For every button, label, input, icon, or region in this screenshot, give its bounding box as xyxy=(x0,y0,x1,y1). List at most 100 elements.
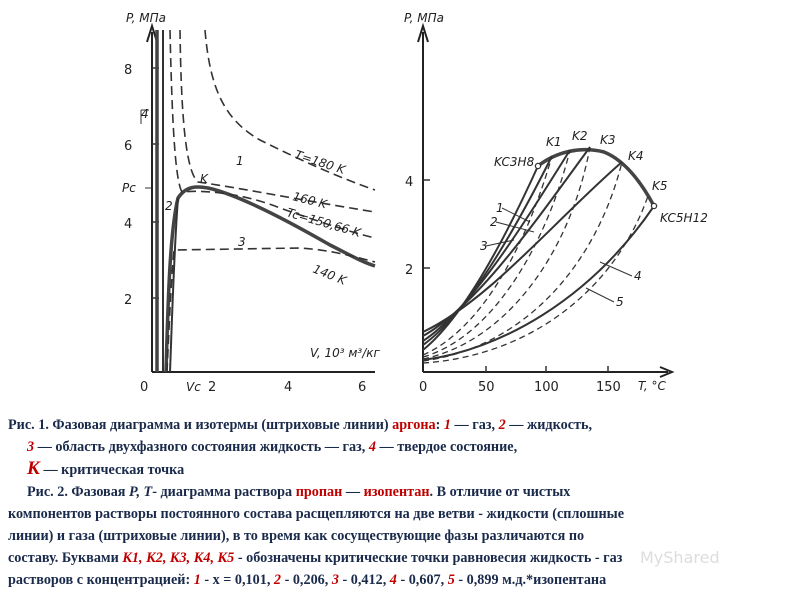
phase-diagrams: 8 6 4 2 Pc P, МПа 0 2 4 6 Vc V, 10³ м³/к… xyxy=(122,11,708,395)
fig2-critical-points xyxy=(534,162,658,210)
caption-num: 2 xyxy=(273,572,282,588)
caption-text: — область двухфазного состояния жидкость… xyxy=(34,439,369,455)
fig2-x-tick-0: 0 xyxy=(419,380,427,395)
fig1-isotherm-140 xyxy=(166,247,376,373)
caption-k: К xyxy=(27,458,40,479)
fig1-isotherm-180 xyxy=(204,29,376,191)
fig2-label-1: 1 xyxy=(496,201,504,215)
fig2-liquid-1 xyxy=(422,155,553,346)
caption-line-5: компонентов растворы постоянного состава… xyxy=(8,506,625,522)
fig2-x-tick-100: 100 xyxy=(534,380,559,395)
fig2-liquid-2 xyxy=(422,149,571,342)
caption-line-7: составу. Буквами К1, К2, К3, К4, К5 - об… xyxy=(8,547,794,569)
caption-line-1: Рис. 1. Фазовая диаграмма и изотермы (шт… xyxy=(8,414,794,436)
caption-pt: Р, Т xyxy=(129,484,153,500)
fig2-x-axis-label: T, °C xyxy=(638,379,667,393)
watermark: MyShared xyxy=(640,548,720,567)
fig2-x-tick-150: 150 xyxy=(596,380,621,395)
fig2-y-tick-4: 4 xyxy=(405,175,413,190)
caption-text: Рис. 1. Фазовая диаграмма и изотермы (шт… xyxy=(8,417,393,433)
fig1-x-tick-2: 2 xyxy=(208,380,216,395)
caption-text: - 0,899 м.д.*изопентана xyxy=(454,572,607,588)
fig1-label-2: 2 xyxy=(165,199,173,213)
fig2-x-tick-50: 50 xyxy=(478,380,495,395)
caption-text: — критическая точка xyxy=(39,462,185,478)
fig2-label-K4: K4 xyxy=(628,149,644,163)
caption-text: — газ, xyxy=(450,417,499,433)
caption-num: 3 xyxy=(27,439,35,455)
fig2-y-arrow xyxy=(417,22,429,43)
fig1-isotherm-160 xyxy=(179,29,376,213)
fig1-label-T180: T=180 K xyxy=(293,148,348,178)
caption-line-6: линии) и газа (штриховые линии), в то вр… xyxy=(8,528,585,544)
fig1-pc-label: Pc xyxy=(122,181,136,195)
fig2-label-K2: K2 xyxy=(572,129,588,143)
fig2-propane-isopentane-diagram: P, МПа 4 2 0 50 100 150 T, °C KC3H8 K1 xyxy=(404,11,708,395)
caption-text: — xyxy=(342,484,364,500)
fig1-isotherm-tc xyxy=(169,29,376,239)
caption-argon: аргона xyxy=(392,417,436,433)
caption-text: - 0,206, xyxy=(281,572,332,588)
fig2-label-4: 4 xyxy=(634,269,642,283)
caption-text: — жидкость, xyxy=(505,417,593,433)
fig2-tickmarks xyxy=(423,179,609,372)
caption-text: растворов с концентрацией: xyxy=(8,572,194,588)
caption-text: - обозначены критические точки равновеси… xyxy=(234,550,623,566)
caption-text: Рис. 2. Фазовая xyxy=(27,484,130,500)
fig2-leader-lines xyxy=(485,207,633,303)
fig1-y-axis xyxy=(151,32,375,373)
caption-num: 4 xyxy=(368,439,376,455)
caption-k-points: К1, К2, К3, К4, К5 xyxy=(122,550,235,566)
fig2-y-tick-2: 2 xyxy=(405,263,413,278)
fig1-vc-label: Vc xyxy=(186,380,201,394)
fig1-argon-diagram: 8 6 4 2 Pc P, МПа 0 2 4 6 Vc V, 10³ м³/к… xyxy=(122,11,381,395)
fig2-critical-locus xyxy=(536,147,656,207)
fig2-gas-1 xyxy=(422,155,553,356)
fig2-gas-5 xyxy=(422,195,649,364)
caption-propane: пропан xyxy=(295,484,343,500)
fig2-liquid-4 xyxy=(422,161,623,333)
caption-text: — твердое состояние, xyxy=(375,439,518,455)
fig2-label-2: 2 xyxy=(490,215,498,229)
caption-num: 2 xyxy=(498,417,506,433)
caption-line-3: К — критическая точка xyxy=(8,458,794,481)
fig2-axes xyxy=(422,32,668,373)
fig1-x-tick-0: 0 xyxy=(140,380,148,395)
fig2-label-K3: K3 xyxy=(600,133,616,147)
fig2-gas-3 xyxy=(422,146,591,360)
caption-isopentane: изопентан xyxy=(363,484,430,500)
fig2-label-KC3H8: KC3H8 xyxy=(494,155,535,169)
fig1-y-tick-2: 2 xyxy=(124,293,132,308)
fig1-x-tick-6: 6 xyxy=(358,380,366,395)
fig1-label-K: K xyxy=(200,172,209,186)
caption-num: 1 xyxy=(443,417,451,433)
caption-text: - 0,412, xyxy=(338,572,390,588)
caption-line-8: растворов с концентрацией: 1 - x = 0,101… xyxy=(8,569,794,591)
fig2-isopentane-curve xyxy=(422,205,655,361)
caption-text: - 0,607, xyxy=(396,572,448,588)
caption-num: 3 xyxy=(331,572,339,588)
fig2-label-KC5H12: KC5H12 xyxy=(660,211,708,225)
fig1-x-tick-4: 4 xyxy=(284,380,292,395)
fig2-y-axis-label: P, МПа xyxy=(404,11,444,25)
caption-num: 4 xyxy=(389,572,397,588)
fig1-coexistence-curve xyxy=(164,185,376,373)
fig1-label-1: 1 xyxy=(236,154,244,168)
fig1-y-axis-label: P, МПа xyxy=(126,11,166,25)
fig1-liquid-branch xyxy=(169,197,179,373)
fig2-label-K5: K5 xyxy=(652,179,668,193)
caption-num: 5 xyxy=(447,572,455,588)
fig1-x-axis-label: V, 10³ м³/кг xyxy=(310,346,381,360)
fig1-label-4: 4 xyxy=(141,107,149,121)
caption-text: составу. Буквами xyxy=(8,550,123,566)
caption-line-4: Рис. 2. Фазовая Р, Т- диаграмма раствора… xyxy=(8,481,794,503)
fig2-label-3: 3 xyxy=(480,239,488,253)
caption-text: . В отличие от чистых xyxy=(429,484,571,500)
fig1-y-tick-6: 6 xyxy=(124,139,132,154)
figure-caption: Рис. 1. Фазовая диаграмма и изотермы (шт… xyxy=(8,414,794,591)
fig2-liquid-3 xyxy=(422,146,591,337)
fig2-gas-2 xyxy=(422,149,571,358)
caption-line-2: 3 — область двухфазного состояния жидкос… xyxy=(8,436,794,458)
fig2-gas-4 xyxy=(422,161,623,362)
fig2-label-5: 5 xyxy=(616,295,624,309)
